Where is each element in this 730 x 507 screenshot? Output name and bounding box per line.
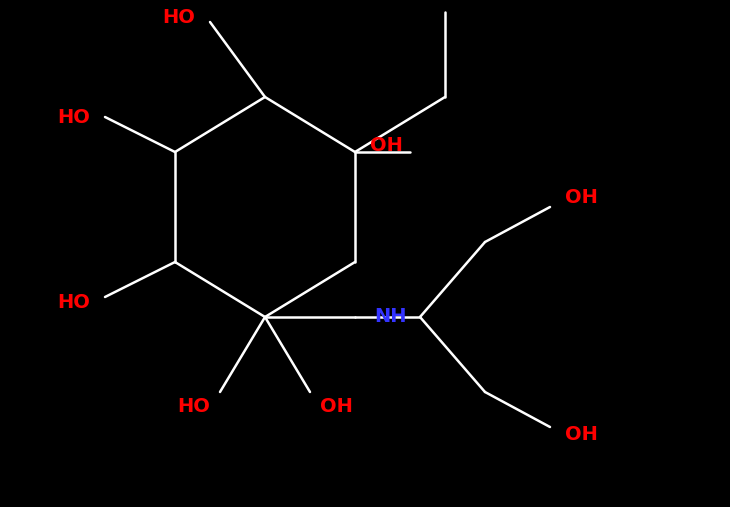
Text: HO: HO <box>162 8 195 26</box>
Text: HO: HO <box>57 293 90 311</box>
Text: OH: OH <box>320 397 353 416</box>
Text: OH: OH <box>370 135 403 155</box>
Text: NH: NH <box>374 308 407 327</box>
Text: HO: HO <box>57 107 90 127</box>
Text: OH: OH <box>565 425 598 445</box>
Text: HO: HO <box>177 397 210 416</box>
Text: OH: OH <box>565 188 598 206</box>
